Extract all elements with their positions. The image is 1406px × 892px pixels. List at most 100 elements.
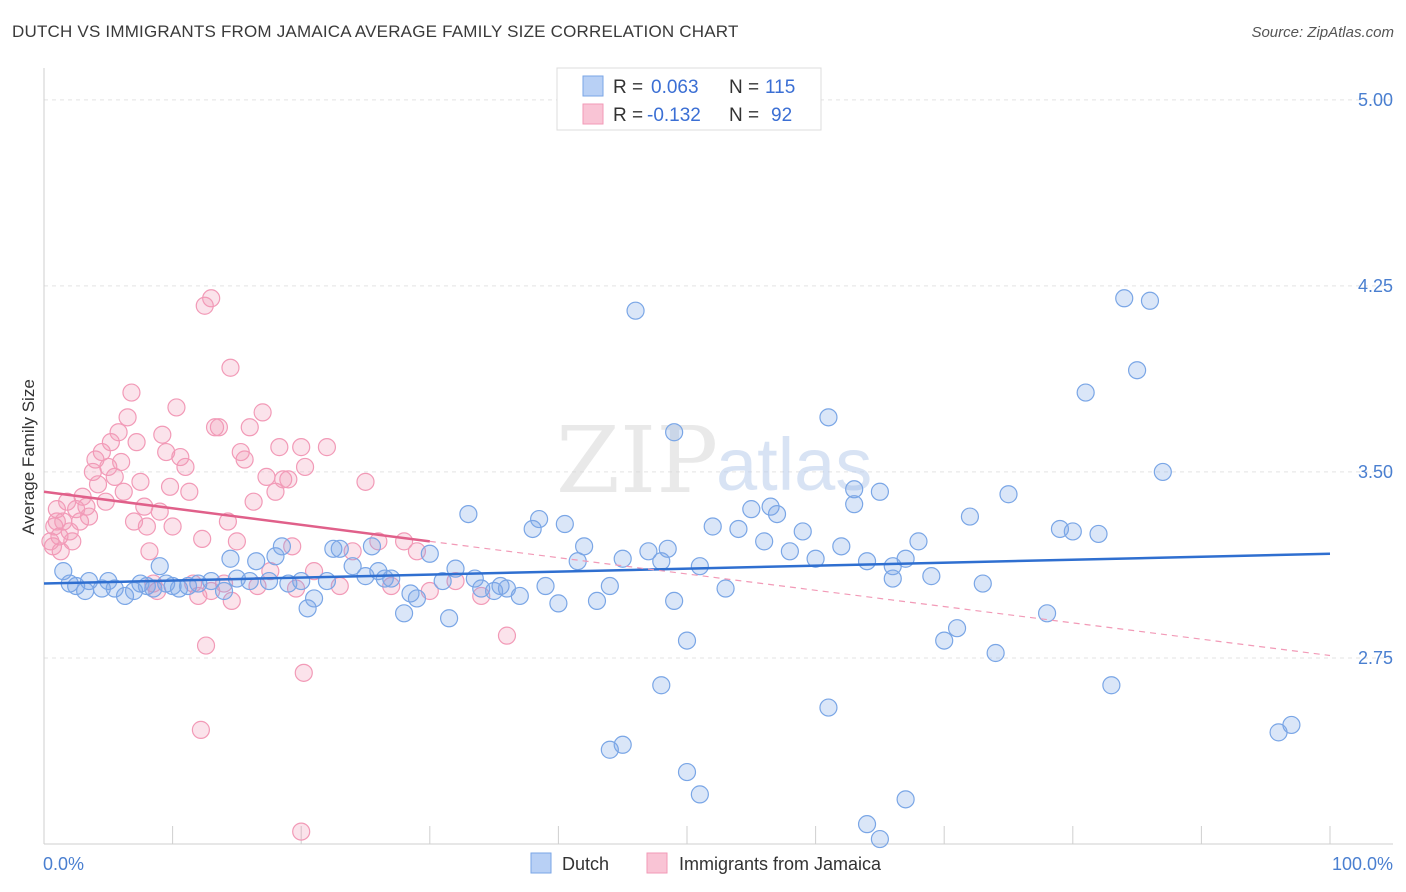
- dutch-point-30: [298, 599, 317, 618]
- jamaica-point-70: [304, 562, 324, 581]
- dutch-point-46: [439, 609, 459, 628]
- dutch-point-7: [105, 579, 124, 598]
- dutch-point-33: [324, 539, 343, 558]
- jamaica-point-87: [292, 822, 311, 841]
- dutch-point-43: [407, 589, 427, 608]
- y-tick-label-3: 2.75: [1358, 648, 1393, 668]
- chart-title: DUTCH VS IMMIGRANTS FROM JAMAICA AVERAGE…: [12, 22, 739, 41]
- dutch-point-96: [1037, 604, 1057, 623]
- dutch-point-13: [150, 557, 169, 576]
- dutch-point-34: [330, 539, 349, 558]
- dutch-point-72: [716, 579, 735, 598]
- jamaica-point-91: [43, 537, 63, 556]
- dutch-point-40: [382, 569, 401, 588]
- dutch-point-26: [266, 547, 285, 566]
- source-label: Source: ZipAtlas.com: [1251, 24, 1394, 41]
- jamaica-point-37: [160, 477, 180, 496]
- dutch-point-113: [819, 408, 838, 427]
- y-tick-label-1: 4.25: [1358, 276, 1393, 296]
- jamaica-point-42: [180, 482, 199, 501]
- jamaica-point-12: [79, 507, 99, 526]
- dutch-point-114: [845, 480, 864, 499]
- dutch-point-90: [935, 631, 954, 650]
- dutch-point-68: [665, 591, 684, 611]
- dutch-point-95: [999, 485, 1018, 504]
- dutch-point-20: [214, 581, 234, 601]
- dutch-point-84: [857, 552, 877, 571]
- dutch-point-108: [626, 301, 645, 320]
- jamaica-point-28: [131, 472, 150, 491]
- dutch-point-79: [793, 522, 812, 541]
- jamaica-point-86: [191, 720, 210, 739]
- legend-r-value-jamaica: -0.132: [647, 105, 701, 126]
- jamaica-point-7: [63, 532, 82, 551]
- bottom-legend-label-jamaica: Immigrants from Jamaica: [679, 854, 882, 874]
- jamaica-point-51: [218, 512, 237, 531]
- dutch-point-80: [806, 549, 825, 568]
- jamaica-point-83: [195, 296, 214, 315]
- jamaica-point-88: [294, 663, 313, 682]
- dutch-point-54: [510, 586, 529, 606]
- dutch-point-21: [221, 549, 240, 568]
- legend: R = 0.063 N = 115 R = -0.132 N = 92: [556, 67, 822, 131]
- jamaica-point-40: [171, 447, 190, 467]
- jamaica-point-64: [274, 470, 293, 489]
- dutch-point-102: [1115, 289, 1134, 308]
- jamaica-point-48: [205, 418, 225, 437]
- legend-r-label-dutch: R =: [613, 77, 643, 98]
- dutch-point-65: [639, 542, 658, 561]
- dutch-point-29: [292, 571, 311, 591]
- jamaica-point-19: [101, 433, 120, 452]
- jamaica-point-23: [114, 482, 133, 501]
- jamaica-point-56: [240, 418, 259, 437]
- dutch-point-58: [549, 594, 568, 613]
- y-tick-label-2: 3.50: [1358, 462, 1393, 482]
- dutch-point-70: [690, 557, 709, 576]
- bottom-legend-label-dutch: Dutch: [562, 854, 609, 874]
- trend-lines: [43, 490, 1331, 657]
- dutch-point-45: [433, 571, 452, 591]
- dutch-point-8: [115, 586, 135, 606]
- dutch-point-75: [755, 532, 774, 551]
- dutch-trend-line: [43, 552, 1331, 585]
- dutch-point-103: [1127, 361, 1147, 380]
- jamaica-point-52: [222, 591, 241, 611]
- jamaica-point-31: [140, 542, 159, 561]
- dutch-point-107: [613, 735, 632, 754]
- dutch-point-67: [658, 539, 677, 558]
- jamaica-point-41: [176, 457, 195, 477]
- dutch-point-32: [317, 571, 337, 591]
- dutch-point-99: [1076, 383, 1095, 402]
- dutch-point-74: [742, 500, 761, 519]
- dutch-point-61: [575, 537, 594, 556]
- dutch-point-81: [819, 698, 838, 717]
- dutch-point-44: [420, 544, 439, 563]
- dutch-point-94: [986, 643, 1005, 663]
- dutch-point-101: [1102, 676, 1121, 695]
- legend-swatch-jamaica: [582, 103, 604, 125]
- jamaica-point-49: [209, 418, 228, 437]
- bottom-legend-swatch-dutch: [530, 852, 552, 874]
- jamaica-point-30: [137, 517, 156, 536]
- dutch-point-59: [555, 514, 574, 534]
- dutch-point-63: [600, 576, 619, 596]
- series-dutch-points: [54, 289, 1301, 849]
- dutch-point-55: [523, 519, 542, 539]
- dutch-point-31: [304, 589, 324, 608]
- dutch-point-78: [780, 542, 799, 561]
- jamaica-point-80: [446, 571, 465, 591]
- dutch-point-109: [652, 676, 671, 695]
- dutch-point-105: [1153, 462, 1172, 482]
- dutch-point-115: [857, 815, 877, 834]
- dutch-point-104: [1140, 291, 1160, 310]
- dutch-point-85: [870, 482, 890, 501]
- dutch-point-23: [240, 571, 259, 591]
- jamaica-point-24: [118, 408, 137, 427]
- dutch-point-110: [665, 423, 684, 442]
- jamaica-point-59: [253, 403, 272, 422]
- dutch-point-76: [761, 497, 780, 516]
- jamaica-point-46: [196, 636, 216, 655]
- jamaica-point-25: [122, 383, 141, 402]
- jamaica-point-84: [202, 289, 221, 308]
- dutch-point-89: [922, 567, 941, 586]
